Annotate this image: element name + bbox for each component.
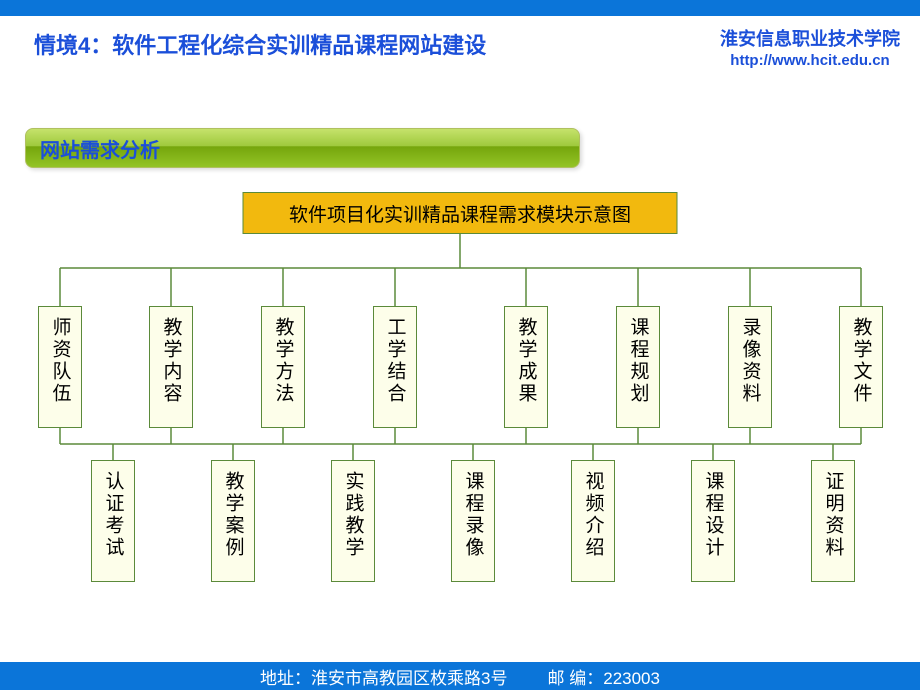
diagram-node-r1-1: 教学内容 <box>149 306 193 428</box>
institution-url: http://www.hcit.edu.cn <box>720 51 900 71</box>
diagram-node-r1-0: 师资队伍 <box>38 306 82 428</box>
diagram-node-r2-4: 视频介绍 <box>571 460 615 582</box>
diagram-node-r1-4: 教学成果 <box>504 306 548 428</box>
diagram-node-r1-2: 教学方法 <box>261 306 305 428</box>
diagram-node-r2-2: 实践教学 <box>331 460 375 582</box>
institution-name: 淮安信息职业技术学院 <box>720 28 900 51</box>
header: 情境4：软件工程化综合实训精品课程网站建设 淮安信息职业技术学院 http://… <box>34 28 900 71</box>
institution-block: 淮安信息职业技术学院 http://www.hcit.edu.cn <box>720 28 900 71</box>
diagram-root: 软件项目化实训精品课程需求模块示意图 <box>243 192 678 234</box>
top-bar <box>0 0 920 16</box>
page-title: 情境4：软件工程化综合实训精品课程网站建设 <box>34 28 486 60</box>
footer-address: 地址：淮安市高教园区枚乘路3号 <box>260 664 507 689</box>
diagram-node-r2-3: 课程录像 <box>451 460 495 582</box>
diagram-node-r1-3: 工学结合 <box>373 306 417 428</box>
section-banner: 网站需求分析 <box>25 128 580 168</box>
diagram-node-r1-6: 录像资料 <box>728 306 772 428</box>
footer-bar: 地址：淮安市高教园区枚乘路3号 邮 编：223003 <box>0 662 920 690</box>
diagram-node-r2-1: 教学案例 <box>211 460 255 582</box>
diagram-node-r2-5: 课程设计 <box>691 460 735 582</box>
footer-postal: 邮 编：223003 <box>548 664 660 689</box>
diagram-node-r1-7: 教学文件 <box>839 306 883 428</box>
diagram-node-r2-0: 认证考试 <box>91 460 135 582</box>
org-diagram: 软件项目化实训精品课程需求模块示意图 师资队伍教学内容教学方法工学结合教学成果课… <box>10 190 910 650</box>
diagram-node-r2-6: 证明资料 <box>811 460 855 582</box>
diagram-node-r1-5: 课程规划 <box>616 306 660 428</box>
